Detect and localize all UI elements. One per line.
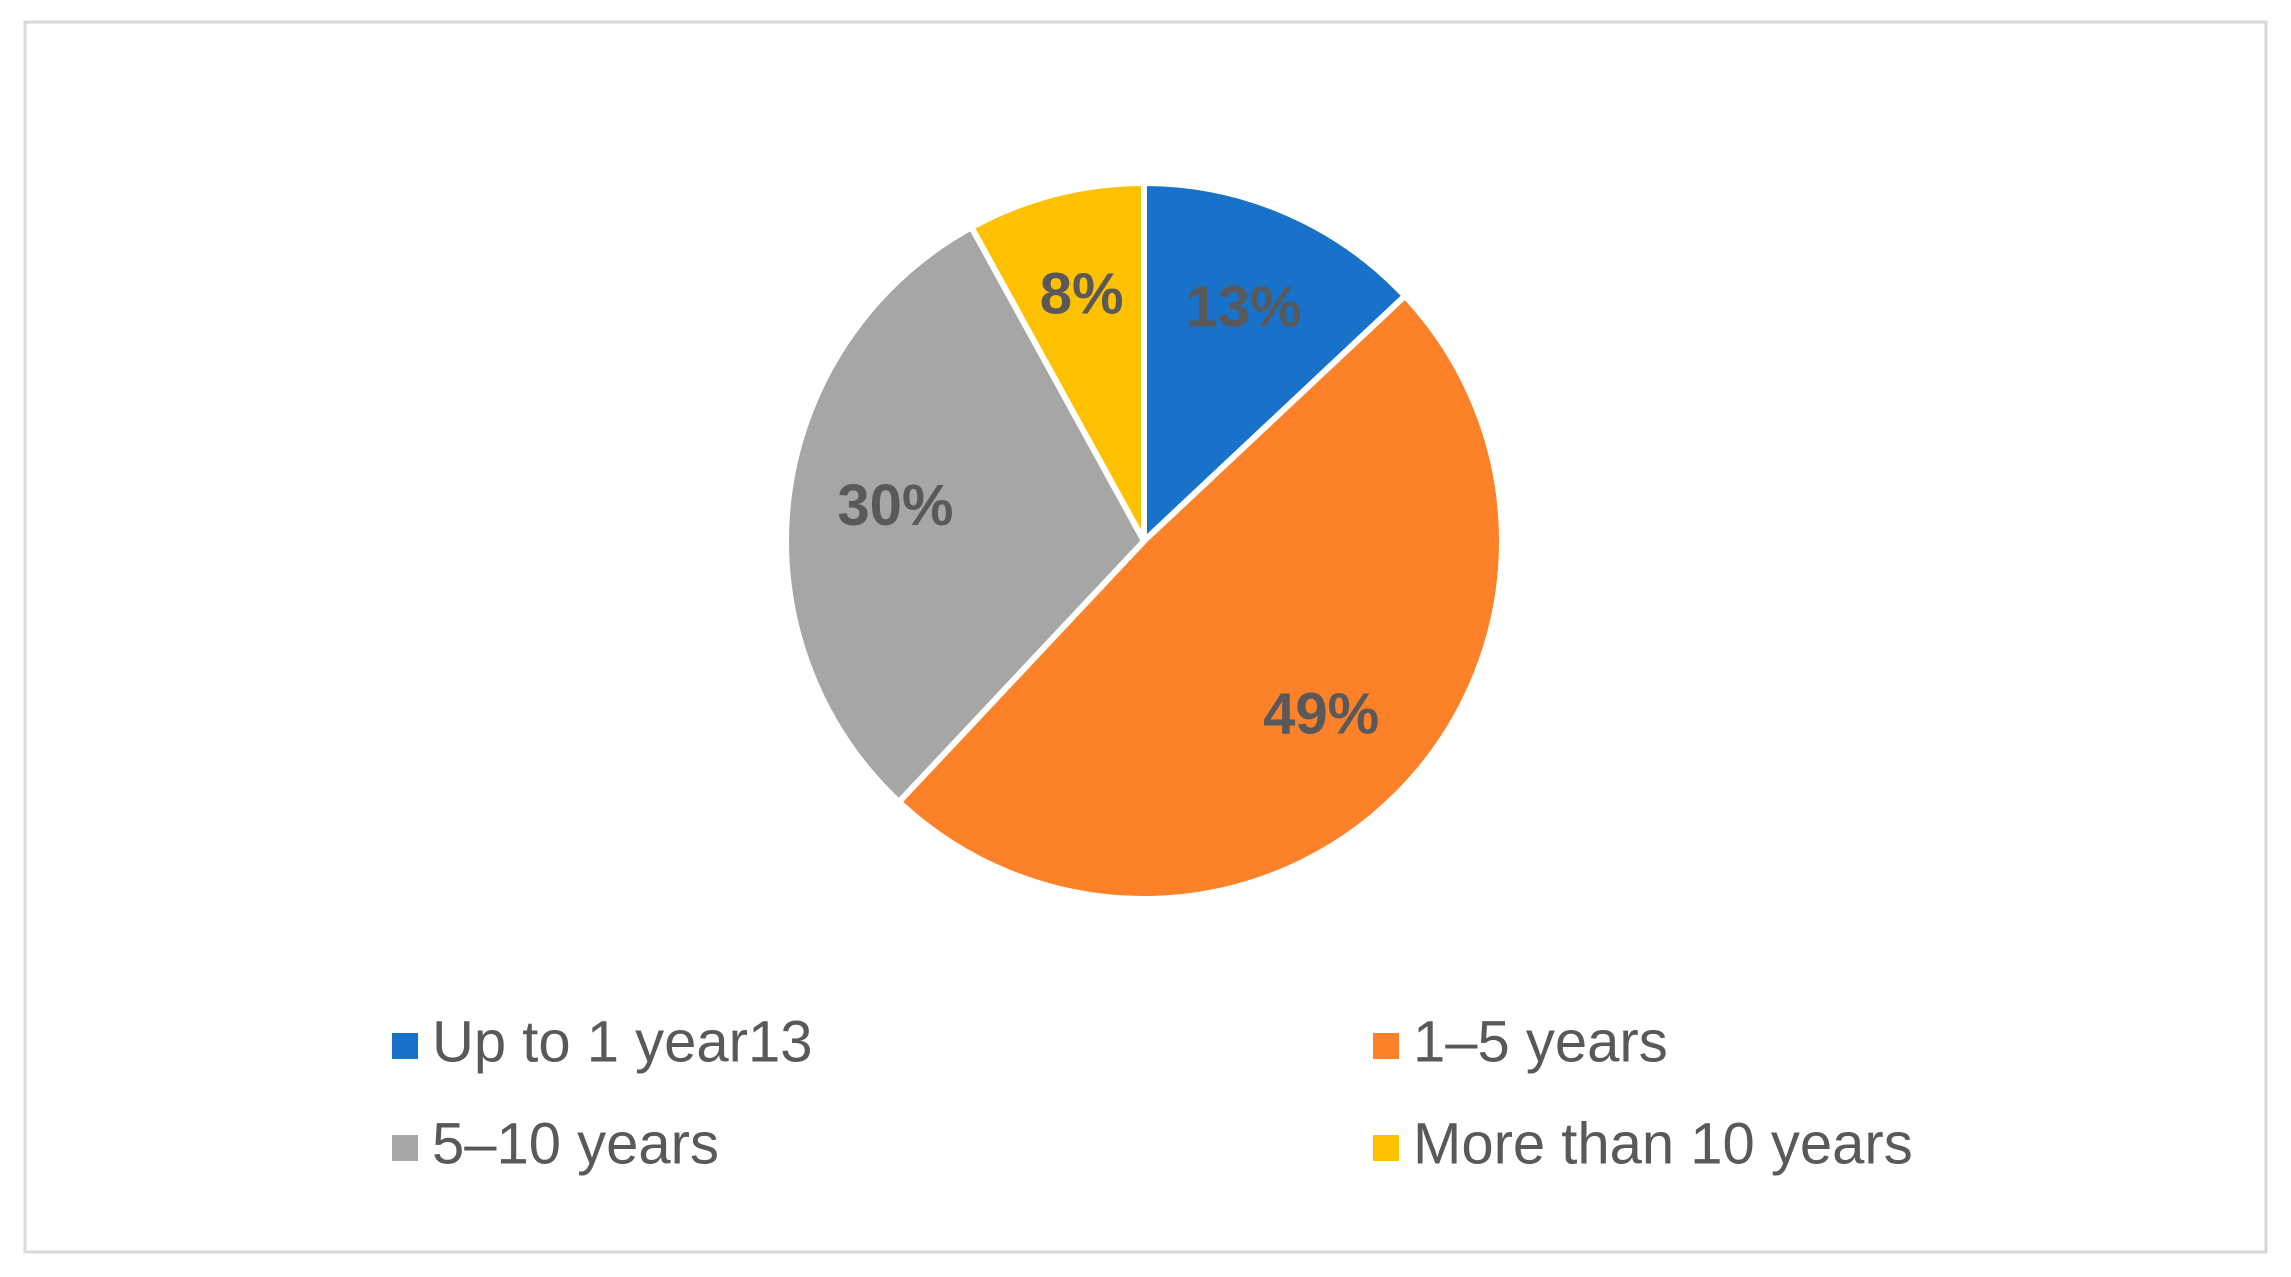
legend-label: 1–5 years xyxy=(1413,1009,1668,1074)
data-label: 49% xyxy=(1263,682,1379,747)
pie-slice xyxy=(968,180,1147,544)
pie-slice xyxy=(895,292,1505,902)
legend-label: 5–10 years xyxy=(432,1111,719,1176)
pie-slice xyxy=(1141,180,1408,544)
legend-swatch xyxy=(1373,1135,1399,1161)
legend-swatch xyxy=(392,1033,418,1059)
legend-swatch xyxy=(1373,1033,1399,1059)
data-label: 8% xyxy=(1040,262,1124,327)
data-label: 30% xyxy=(837,473,953,538)
data-label: 13% xyxy=(1185,274,1301,339)
legend-label: More than 10 years xyxy=(1413,1111,1913,1176)
legend-label: Up to 1 year13 xyxy=(432,1009,812,1074)
pie-slice xyxy=(783,224,1147,805)
legend-swatch xyxy=(392,1135,418,1161)
